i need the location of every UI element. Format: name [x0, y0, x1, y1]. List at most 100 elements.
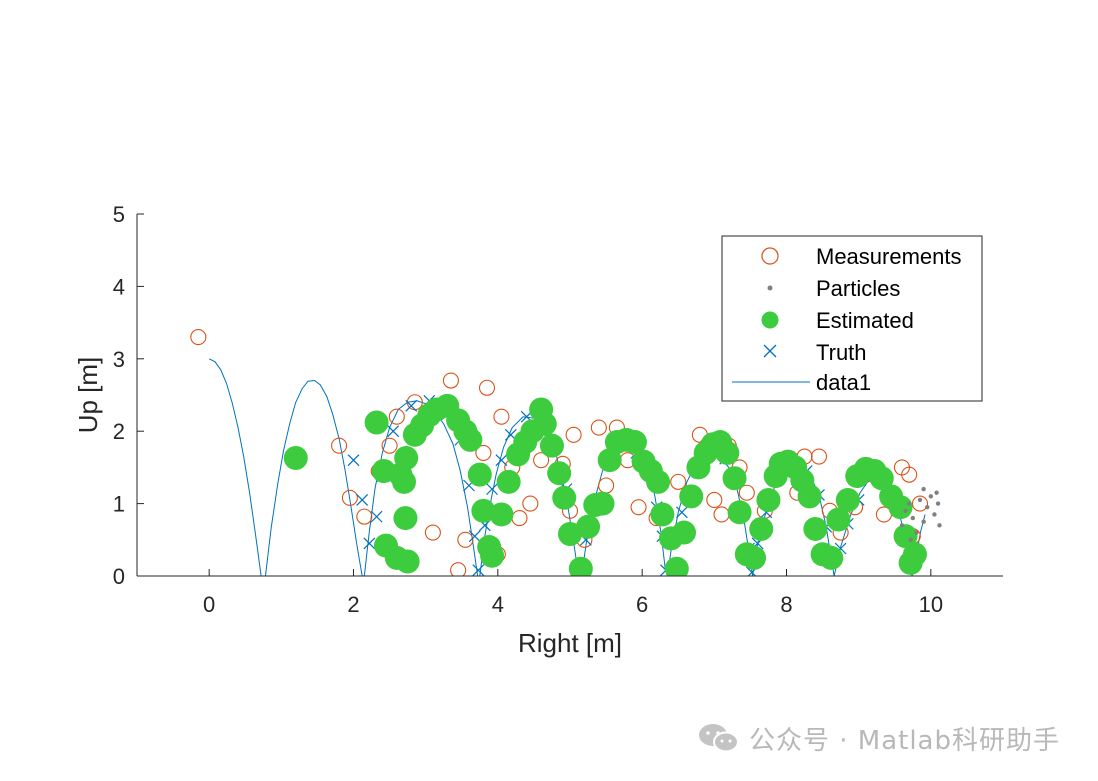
measurement-point [331, 437, 348, 454]
estimated-point [672, 520, 697, 545]
estimated-point [576, 514, 601, 539]
watermark: 公众号 · Matlab科研助手 [697, 720, 1060, 756]
x-tick-label: 2 [347, 592, 359, 617]
estimated-point [869, 466, 894, 491]
legend-label-measurements: Measurements [816, 244, 962, 269]
estimated-point [467, 462, 492, 487]
estimated-point [480, 543, 505, 568]
estimated-point [547, 461, 572, 486]
particle-point [925, 505, 930, 510]
estimated-point [756, 487, 781, 512]
estimated-point [393, 506, 418, 531]
particle-point [935, 501, 941, 506]
axes: 0 2 4 6 8 10 0 1 2 3 4 5 Right [m] Up [m] [73, 202, 1003, 658]
measurement-point [522, 495, 539, 512]
measurement-point [457, 531, 474, 548]
measurement-point [356, 508, 373, 525]
estimated-point [902, 542, 927, 567]
watermark-text: 公众号 · Matlab科研助手 [748, 725, 1060, 756]
wechat-icon [698, 724, 739, 753]
measurement-point [911, 495, 929, 512]
legend-label-particles: Particles [816, 276, 900, 301]
legend-marker-measurements [761, 247, 779, 265]
estimated-point [552, 485, 577, 510]
estimated-point [742, 545, 767, 570]
legend-entry-truth: Truth [763, 340, 867, 365]
measurement-point [565, 426, 582, 443]
truth-point [472, 564, 485, 576]
series-particles [899, 486, 942, 542]
legend-label-data1: data1 [816, 370, 871, 395]
estimated-point [471, 498, 496, 523]
estimated-point [489, 502, 514, 527]
truth-point [347, 454, 360, 467]
x-tick-label: 8 [780, 592, 792, 617]
estimated-point [826, 507, 851, 532]
measurement-point [590, 419, 607, 436]
legend-marker-estimated [761, 311, 779, 329]
measurement-point [190, 329, 207, 346]
estimated-point [835, 487, 860, 512]
x-ticks: 0 2 4 6 8 10 [203, 569, 943, 617]
series-estimated [283, 393, 927, 576]
measurement-point [706, 491, 723, 509]
y-axis-label: Up [m] [73, 357, 103, 434]
truth-point [468, 530, 481, 543]
measurement-point [630, 499, 647, 516]
legend-label-estimated: Estimated [816, 308, 914, 333]
estimated-point [568, 556, 593, 576]
legend-entry-particles: Particles [767, 276, 900, 301]
estimated-point [797, 484, 822, 509]
y-tick-label: 4 [113, 274, 125, 299]
particle-point [908, 537, 913, 542]
measurement-point [493, 408, 510, 425]
truth-point [495, 454, 508, 467]
truth-point [486, 483, 498, 496]
measurement-point [738, 484, 755, 501]
x-tick-label: 0 [203, 592, 215, 617]
estimated-point [458, 427, 483, 452]
particle-point [899, 523, 905, 528]
measurement-point [810, 448, 828, 465]
x-tick-label: 4 [492, 592, 504, 617]
estimated-point [749, 516, 774, 541]
estimated-point [722, 466, 747, 491]
measurement-point [533, 452, 550, 469]
particle-point [906, 501, 912, 506]
truth-point [356, 494, 369, 506]
estimated-point [646, 469, 671, 494]
estimated-point [597, 448, 622, 473]
estimated-point [283, 445, 308, 470]
measurement-point [341, 489, 358, 506]
y-ticks: 0 1 2 3 4 5 [113, 202, 144, 589]
particle-point [937, 523, 942, 528]
legend-entry-data1: data1 [732, 370, 871, 395]
estimated-point [590, 491, 615, 516]
legend-entry-measurements: Measurements [761, 244, 962, 269]
estimated-point [893, 524, 918, 549]
legend-marker-truth [763, 344, 777, 358]
estimated-point [539, 433, 564, 458]
estimated-point [496, 469, 521, 494]
x-axis-label: Right [m] [518, 628, 622, 658]
measurement-point [424, 524, 441, 541]
measurement-point [475, 444, 492, 461]
measurement-point [670, 473, 687, 490]
truth-point [363, 537, 376, 550]
truth-point [405, 399, 418, 412]
y-tick-label: 5 [113, 202, 125, 227]
measurement-point [381, 437, 398, 454]
particle-point [917, 497, 923, 503]
estimated-point [394, 445, 419, 470]
estimated-point [650, 502, 675, 527]
estimated-point [664, 556, 689, 576]
estimated-point [622, 430, 647, 455]
series-measurements [190, 329, 929, 576]
particle-point [914, 530, 919, 535]
plot-area [190, 329, 942, 576]
measurement-point [478, 379, 496, 396]
estimated-point [803, 516, 828, 541]
particle-point [934, 490, 939, 495]
particle-point [921, 519, 926, 524]
truth-point [387, 425, 400, 438]
